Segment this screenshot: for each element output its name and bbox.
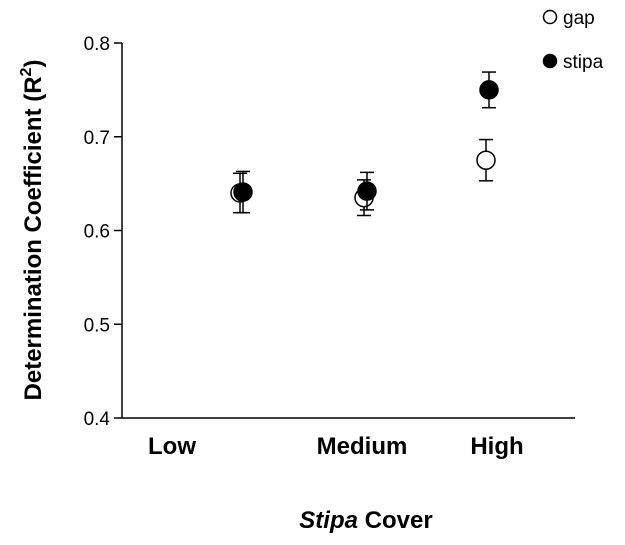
y-axis: 0.4 0.5 0.6 0.7 0.8 [84,34,123,430]
data-point-stipa [233,170,253,214]
marker-stipa [233,182,253,202]
legend-label-stipa: stipa [563,52,604,73]
y-axis-title: Determination Coefficient (R2) [18,60,47,401]
marker-gap [476,150,496,170]
y-tick-label: 0.7 [84,128,110,149]
legend-marker-gap [542,9,558,25]
y-tick-label: 0.6 [84,222,110,243]
legend: gap stipa [542,8,604,73]
data-point-stipa [357,171,377,211]
x-axis-title-rest: Cover [358,507,433,534]
x-axis-title-italic: Stipa [299,507,358,534]
legend-marker-stipa [542,53,558,69]
data-point-stipa [479,71,499,109]
data-marks [230,71,499,217]
y-tick-label: 0.8 [84,34,110,55]
x-axis-title: Stipa Cover [299,507,432,534]
data-point-gap [476,138,496,182]
x-category-label: Low [148,433,196,460]
y-axis-title-end: ) [20,60,47,68]
x-category-label: Medium [317,433,408,460]
y-axis-title-sup: 2 [18,67,35,76]
legend-label-gap: gap [563,8,595,29]
marker-stipa [357,181,377,201]
y-tick-label: 0.4 [84,409,111,430]
marker-stipa [479,80,499,100]
y-axis-title-main: Determination Coefficient (R [20,76,47,400]
y-tick-label: 0.5 [84,315,110,336]
x-category-label: High [470,433,523,460]
x-axis: Low Medium High [122,417,575,460]
